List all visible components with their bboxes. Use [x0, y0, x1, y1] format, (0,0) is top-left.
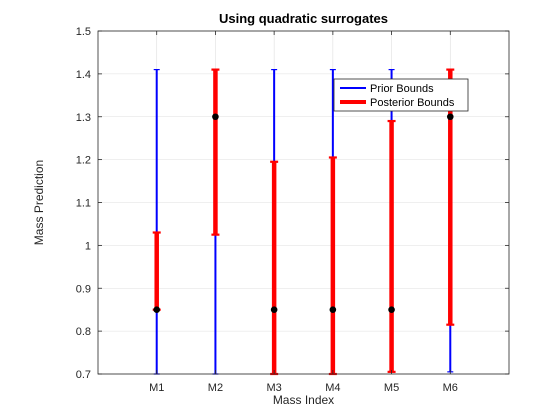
x-tick-label: M6: [443, 382, 458, 394]
prediction-marker: [153, 306, 161, 313]
x-tick-label: M5: [384, 382, 399, 394]
y-tick-label: 1: [85, 240, 91, 252]
x-axis-label: Mass Index: [273, 393, 334, 407]
prediction-marker: [446, 113, 454, 121]
legend-label-posterior-bounds: Posterior Bounds: [370, 97, 455, 109]
prediction-marker: [329, 306, 337, 313]
x-tick-label: M4: [325, 382, 340, 394]
ticks: 0.7 0.8 0.9 1 1.1 1.2 1.3 1.4 1.5 M1 M2 M3 M4 M5 M6: [76, 26, 509, 394]
y-tick-label: 1.2: [76, 155, 91, 167]
y-tick-label: 0.8: [76, 326, 91, 338]
y-tick-label: 1.5: [76, 26, 91, 38]
legend-label-prior-bounds: Prior Bounds: [370, 83, 434, 95]
prediction-marker: [270, 306, 278, 313]
y-tick-label: 1.1: [76, 198, 91, 210]
y-tick-label: 0.9: [76, 283, 91, 295]
y-tick-label: 0.7: [76, 369, 91, 381]
x-tick-label: M2: [208, 382, 223, 394]
y-axis-label: Mass Prediction: [32, 160, 46, 245]
y-tick-label: 1.4: [76, 69, 91, 81]
y-tick-label: 1.3: [76, 112, 91, 124]
prediction-marker: [388, 306, 395, 313]
chart-title: Using quadratic surrogates: [219, 11, 388, 26]
legend-box: [333, 78, 469, 112]
legend: Prior Bounds Posterior Bounds: [333, 78, 469, 112]
markers: [153, 113, 454, 313]
prediction-marker: [212, 113, 219, 121]
x-tick-label: M3: [267, 382, 282, 394]
x-tick-label: M1: [149, 382, 164, 394]
